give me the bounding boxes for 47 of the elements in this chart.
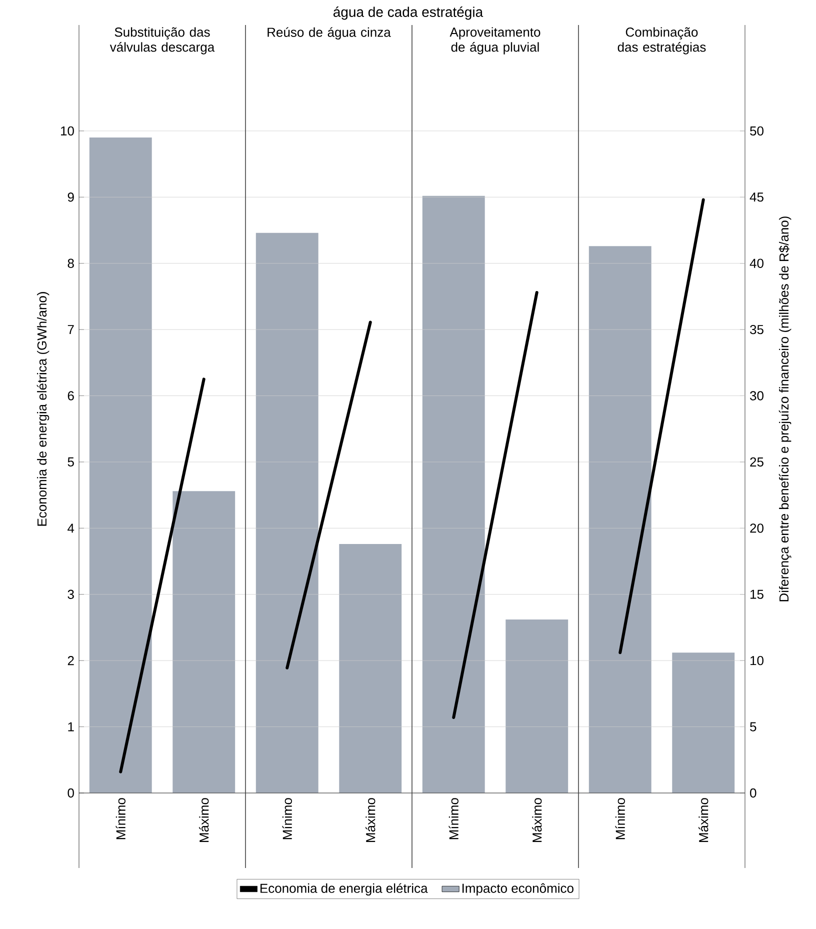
y-tick-label: 4 <box>68 524 74 533</box>
y-tick-label: 10 <box>60 126 74 136</box>
y-tick-label: 7 <box>68 325 74 334</box>
y2-tick-label: 45 <box>750 192 764 202</box>
x-tick-label: Mínimo <box>448 798 458 840</box>
y2-tick-label: 0 <box>750 788 756 798</box>
y2-tick-label: 25 <box>750 457 764 467</box>
x-tick-label: Mínimo <box>615 798 625 840</box>
y2-tick-label: 5 <box>750 722 756 732</box>
annotation: Reúso de água cinza <box>268 27 391 40</box>
annotation: Combinação das estratégias <box>618 27 706 54</box>
bar <box>506 620 568 793</box>
x-tick-label: Máximo <box>532 798 542 842</box>
text: água de cada estratégia <box>333 6 484 20</box>
y2-tick-label: 15 <box>750 590 764 599</box>
annotation: Substituição das válvulas descarga <box>110 27 215 54</box>
bar <box>89 138 152 793</box>
y2-tick-label: 50 <box>750 126 764 136</box>
y-tick-label: 1 <box>68 722 74 732</box>
y-tick-label: 6 <box>68 391 74 400</box>
bar <box>588 246 652 793</box>
legend-label: Impacto econômico <box>462 883 574 896</box>
x-tick-label: Mínimo <box>282 798 292 840</box>
bar <box>672 652 735 793</box>
y2-tick-label: 40 <box>750 258 764 268</box>
y-axis-title: Economia de energia elétrica (GWh/ano) <box>36 292 50 526</box>
y-tick-label: 8 <box>68 258 74 268</box>
y2-tick-label: 20 <box>750 524 764 533</box>
y2-tick-label: 10 <box>750 656 764 666</box>
bar <box>172 491 236 793</box>
y-tick-label: 9 <box>68 192 74 202</box>
x-tick-label: Mínimo <box>116 798 126 840</box>
y2-tick-label: 35 <box>750 324 764 334</box>
x-tick-label: Máximo <box>698 798 708 842</box>
y-tick-label: 0 <box>68 788 74 798</box>
bar <box>339 544 402 793</box>
x-tick-label: Máximo <box>199 798 209 842</box>
y2-axis-title: Diferença entre benefício e prejuízo financeiro (milhões de R$/ano) <box>778 216 792 602</box>
bar <box>422 196 485 793</box>
y-tick-label: 5 <box>68 457 74 466</box>
y-tick-label: 2 <box>68 656 74 666</box>
legend-label: Economia de energia elétrica <box>260 883 428 896</box>
bar <box>256 232 318 793</box>
y2-tick-label: 30 <box>750 391 764 400</box>
annotation: Aproveitamento de água pluvial <box>450 27 540 54</box>
y-tick-label: 3 <box>68 590 74 599</box>
x-tick-label: Máximo <box>366 798 376 842</box>
